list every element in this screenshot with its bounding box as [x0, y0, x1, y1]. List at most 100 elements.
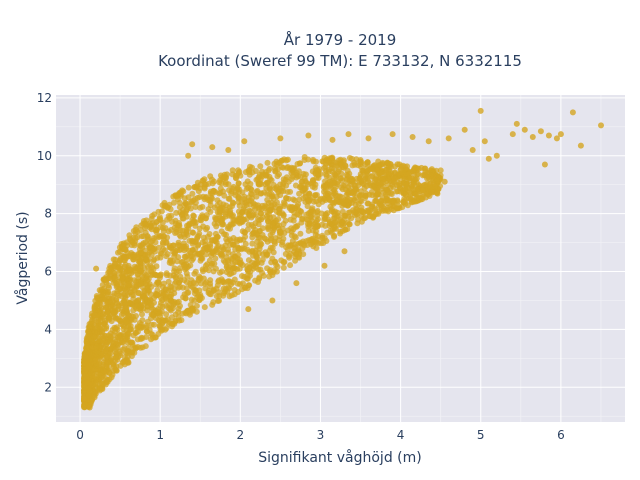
data-point	[103, 363, 110, 370]
data-point	[362, 192, 369, 199]
data-point	[337, 228, 344, 235]
data-point	[313, 167, 320, 174]
data-point	[81, 353, 88, 360]
data-point	[133, 282, 140, 289]
data-point	[267, 267, 274, 273]
data-point	[117, 265, 124, 272]
data-point	[178, 246, 185, 253]
data-point	[296, 196, 303, 203]
data-point	[557, 131, 564, 138]
data-point	[191, 297, 198, 304]
data-point	[107, 333, 114, 340]
data-point	[135, 250, 142, 257]
data-point	[325, 158, 332, 165]
data-point	[103, 346, 110, 353]
data-point	[287, 250, 294, 257]
data-point	[338, 175, 345, 182]
data-point	[189, 141, 196, 148]
data-point	[176, 204, 183, 211]
data-point	[330, 200, 337, 207]
data-point	[139, 244, 146, 251]
data-point	[378, 203, 385, 209]
data-point	[121, 246, 128, 253]
data-point	[112, 325, 119, 332]
data-point	[143, 324, 150, 331]
data-point	[257, 163, 264, 170]
data-point	[217, 185, 224, 192]
data-point	[301, 154, 308, 160]
data-point	[297, 160, 303, 167]
data-point	[162, 291, 169, 298]
data-point	[223, 231, 229, 238]
data-point	[207, 283, 214, 290]
data-point	[216, 190, 223, 197]
data-point	[273, 199, 280, 206]
data-point	[189, 190, 196, 197]
data-point	[89, 338, 96, 345]
data-point	[229, 185, 236, 192]
data-point	[91, 304, 98, 311]
data-point	[142, 280, 149, 287]
data-point	[151, 211, 158, 218]
data-point	[344, 167, 351, 174]
x-tick-label: 5	[477, 428, 485, 442]
chart-title-line2: Koordinat (Sweref 99 TM): E 733132, N 63…	[158, 52, 522, 70]
data-point	[86, 364, 93, 370]
data-point	[123, 268, 130, 275]
data-point	[167, 272, 174, 279]
data-point	[253, 193, 260, 200]
data-point	[343, 186, 349, 193]
data-point	[372, 192, 379, 199]
data-point	[419, 187, 426, 194]
data-point	[201, 185, 208, 192]
data-point	[245, 167, 252, 174]
data-point	[146, 220, 153, 227]
data-point	[461, 126, 468, 133]
data-point	[117, 257, 123, 264]
data-point	[128, 349, 135, 356]
data-point	[303, 211, 310, 218]
data-point	[177, 191, 184, 198]
data-point	[217, 177, 224, 184]
data-point	[351, 161, 358, 168]
data-point	[191, 218, 198, 225]
data-point	[226, 236, 233, 243]
data-point	[180, 240, 187, 247]
data-point	[315, 175, 322, 181]
data-point	[218, 228, 225, 235]
data-point	[399, 204, 406, 211]
data-point	[191, 270, 198, 277]
data-point	[425, 138, 432, 145]
data-point	[284, 165, 290, 171]
data-point	[135, 275, 142, 282]
data-point	[166, 215, 173, 221]
data-point	[529, 134, 536, 140]
data-point	[139, 292, 146, 299]
data-point	[235, 251, 242, 258]
data-point	[418, 164, 425, 171]
data-point	[365, 135, 372, 142]
data-point	[414, 194, 421, 201]
data-point	[318, 240, 324, 247]
data-point	[284, 156, 291, 163]
data-point	[103, 325, 110, 332]
data-point	[127, 289, 134, 296]
data-point	[281, 200, 288, 207]
data-point	[192, 199, 199, 206]
data-point	[397, 188, 404, 195]
data-point	[214, 282, 221, 289]
data-point	[363, 172, 370, 179]
data-point	[326, 174, 333, 181]
data-point	[469, 147, 476, 153]
data-point	[115, 315, 121, 322]
data-point	[545, 132, 552, 139]
data-point	[365, 200, 372, 207]
data-point	[119, 339, 126, 346]
data-point	[280, 259, 287, 266]
data-point	[122, 261, 129, 268]
y-tick-label: 10	[37, 149, 52, 163]
data-point	[335, 193, 342, 200]
data-point	[321, 262, 328, 269]
data-point	[202, 238, 209, 245]
data-point	[289, 238, 296, 244]
